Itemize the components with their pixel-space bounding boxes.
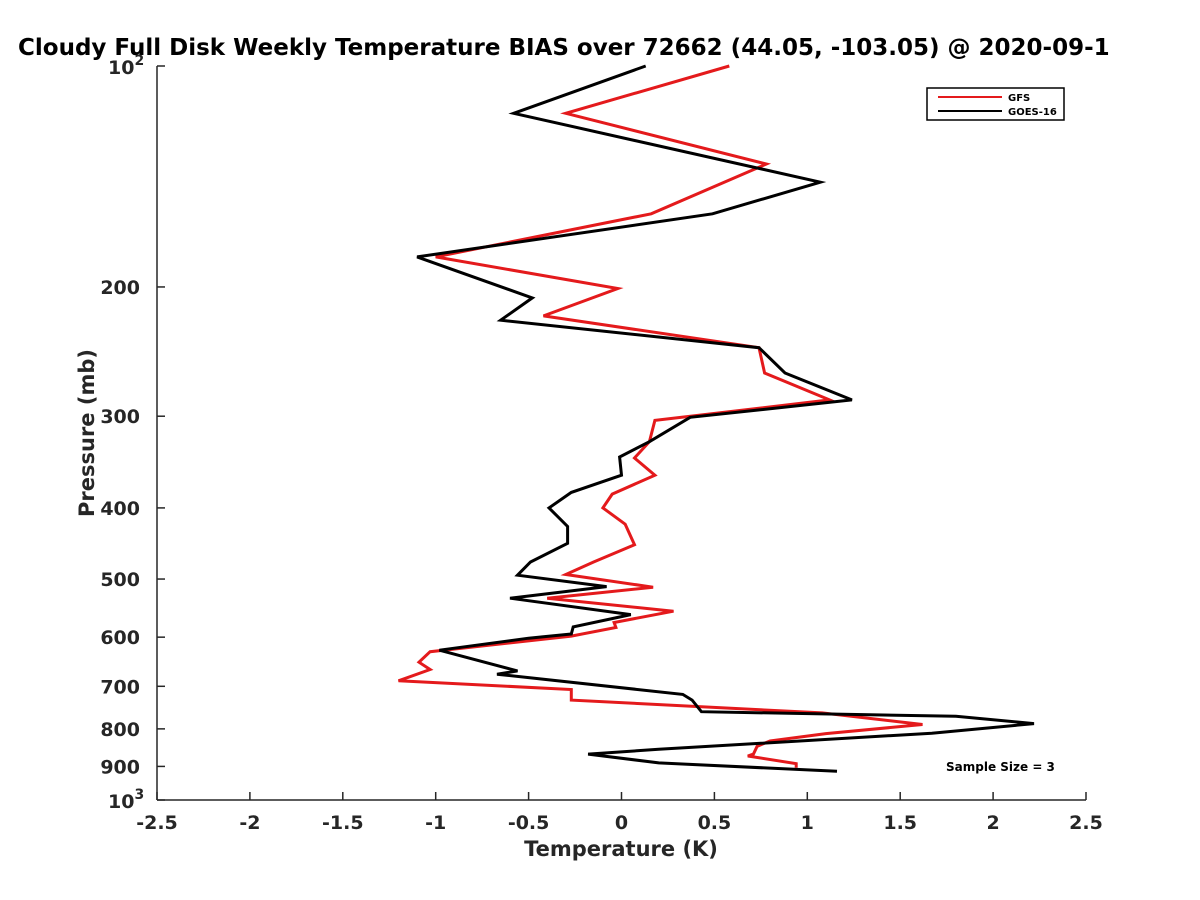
x-tick-label: -2 — [239, 812, 260, 834]
y-tick-label: 103 — [108, 787, 144, 813]
x-axis-label: Temperature (K) — [524, 837, 718, 861]
legend-entry-gfs: GFS — [938, 93, 1030, 104]
y-tick-label: 600 — [100, 627, 140, 649]
legend-box — [926, 87, 1065, 121]
y-tick-label: 200 — [100, 277, 140, 299]
y-tick-label: 500 — [100, 569, 140, 591]
x-tick-label: 0 — [615, 812, 628, 834]
y-tick-label: 400 — [100, 498, 140, 520]
y-axis-label: Pressure (mb) — [75, 349, 99, 517]
x-tick-label: -1 — [425, 812, 446, 834]
legend-entry-goes16: GOES-16 — [938, 107, 1057, 118]
x-tick-label: 2 — [986, 812, 999, 834]
x-tick-label: -2.5 — [136, 812, 178, 834]
y-tick-label: 800 — [100, 719, 140, 741]
x-tick-label: 1.5 — [883, 812, 917, 834]
y-tick-label: 900 — [100, 756, 140, 778]
legend: GFS GOES-16 — [926, 87, 1065, 121]
x-tick-label: 1 — [801, 812, 814, 834]
y-ticks: 102 200 300 400 500 600 700 800 900 103 — [100, 53, 165, 813]
x-tick-label: 0.5 — [698, 812, 732, 834]
sample-size-annotation: Sample Size = 3 — [946, 760, 1055, 774]
y-tick-label: 700 — [100, 676, 140, 698]
legend-label-goes16: GOES-16 — [1008, 107, 1057, 118]
y-tick-label: 102 — [108, 53, 144, 79]
series-line-goes16 — [416, 64, 1035, 773]
y-tick-label: 300 — [100, 406, 140, 428]
legend-label-gfs: GFS — [1008, 93, 1030, 104]
series-line-gfs — [397, 64, 923, 768]
x-tick-label: 2.5 — [1069, 812, 1103, 834]
axes — [156, 66, 1086, 801]
x-tick-label: -0.5 — [508, 812, 550, 834]
x-tick-label: -1.5 — [322, 812, 364, 834]
plot-lines — [397, 64, 1035, 773]
chart-title: Cloudy Full Disk Weekly Temperature BIAS… — [18, 35, 1110, 61]
x-ticks: -2.5 -2 -1.5 -1 -0.5 0 0.5 1 1.5 2 2.5 — [136, 792, 1103, 834]
